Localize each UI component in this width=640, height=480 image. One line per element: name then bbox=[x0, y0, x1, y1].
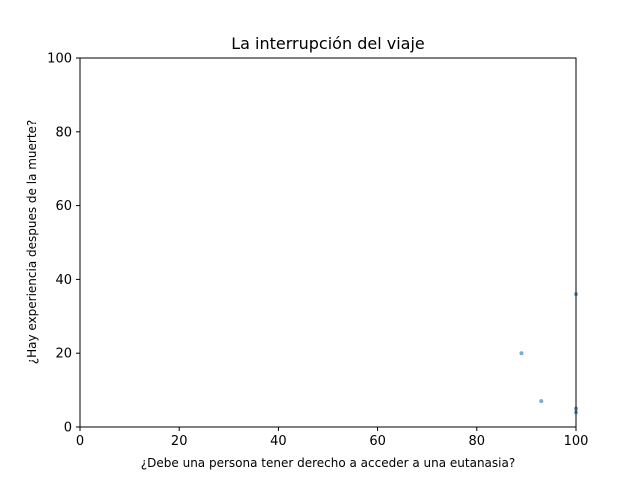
y-tick-label: 80 bbox=[55, 125, 72, 140]
x-axis-label: ¿Debe una persona tener derecho a accede… bbox=[141, 456, 515, 470]
y-tick-label: 20 bbox=[55, 347, 72, 362]
data-point-1 bbox=[539, 399, 544, 404]
x-tick-label: 80 bbox=[469, 434, 486, 449]
x-axis-ticks: 0 20 40 60 80 100 bbox=[76, 427, 589, 449]
y-axis-label: ¿Hay experiencia despues de la muerte? bbox=[25, 120, 39, 365]
x-tick-label: 60 bbox=[369, 434, 386, 449]
points-layer bbox=[519, 292, 578, 415]
x-tick-label: 20 bbox=[171, 434, 188, 449]
plot-frame bbox=[79, 57, 577, 428]
y-tick-label: 60 bbox=[55, 199, 72, 214]
x-tick-label: 100 bbox=[564, 434, 589, 449]
x-tick-label: 40 bbox=[270, 434, 287, 449]
y-tick-label: 40 bbox=[55, 273, 72, 288]
data-point-0 bbox=[519, 351, 524, 356]
y-axis-ticks: 0 20 40 60 80 100 bbox=[47, 52, 80, 436]
y-tick-label: 0 bbox=[64, 421, 72, 436]
x-tick-label: 0 bbox=[76, 434, 84, 449]
chart-title: La interrupción del viaje bbox=[231, 34, 424, 53]
y-tick-label: 100 bbox=[47, 52, 72, 67]
